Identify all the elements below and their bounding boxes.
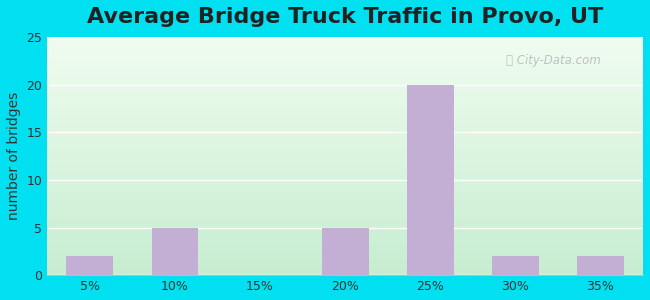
Text: ⌕ City-Data.com: ⌕ City-Data.com [506, 53, 601, 67]
Y-axis label: number of bridges: number of bridges [7, 92, 21, 220]
Bar [577, 256, 624, 275]
Bar [66, 256, 113, 275]
Bar [492, 256, 539, 275]
Bar [322, 227, 369, 275]
Title: Average Bridge Truck Traffic in Provo, UT: Average Bridge Truck Traffic in Provo, U… [87, 7, 603, 27]
Bar [407, 85, 454, 275]
Bar [151, 227, 198, 275]
